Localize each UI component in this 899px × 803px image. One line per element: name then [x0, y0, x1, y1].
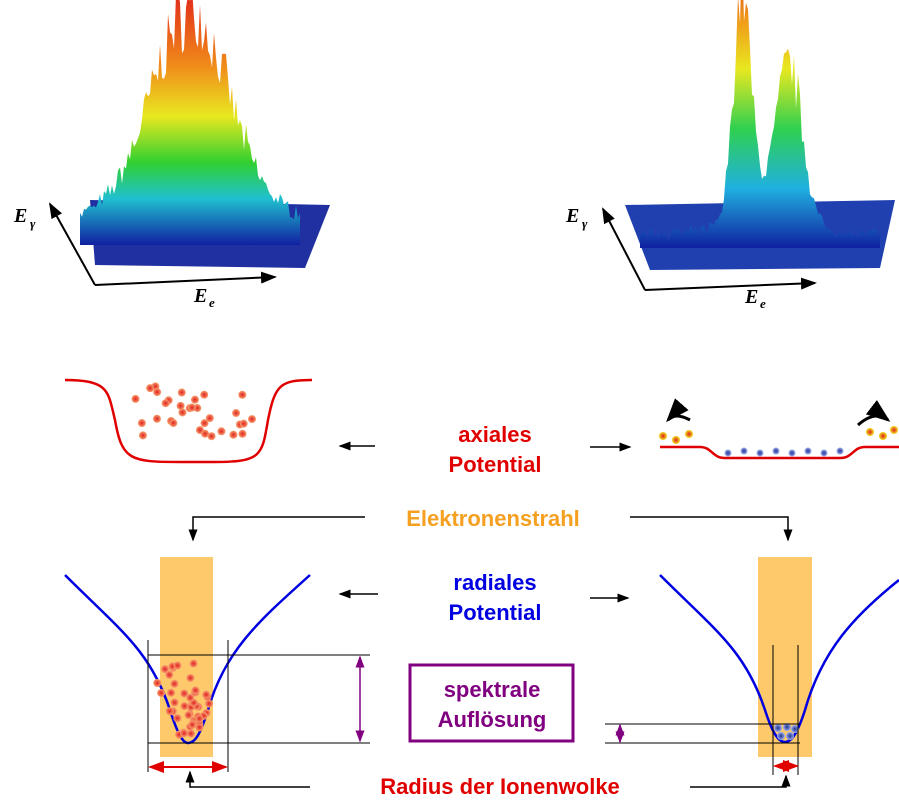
axial-potential-curve: [660, 447, 899, 458]
axis-label: E: [13, 205, 27, 227]
ion: [169, 419, 177, 427]
ion: [229, 431, 237, 439]
arrow: [630, 517, 788, 540]
ion: [192, 686, 200, 694]
ion: [773, 448, 780, 455]
label: Radius der Ionenwolke: [380, 774, 620, 799]
ion: [789, 450, 796, 457]
ion: [167, 689, 175, 697]
axis: [645, 283, 815, 290]
ion: [821, 450, 828, 457]
ion: [786, 732, 794, 740]
axis-subscript: γ: [30, 216, 36, 231]
ion: [153, 388, 161, 396]
ion: [153, 415, 161, 423]
ion: [191, 396, 199, 404]
label: Auflösung: [438, 707, 547, 732]
label: axiales: [458, 422, 531, 447]
ion: [890, 426, 898, 434]
ion: [208, 432, 216, 440]
axis-label: E: [744, 286, 758, 308]
ion: [217, 427, 225, 435]
ion: [188, 721, 196, 729]
ion: [201, 419, 209, 427]
axis-subscript: γ: [582, 216, 588, 231]
ion: [685, 430, 693, 438]
ion: [248, 415, 256, 423]
ion: [238, 391, 246, 399]
arrow: [190, 772, 310, 787]
escape-arrow: [668, 416, 690, 420]
axis-label: E: [565, 205, 579, 227]
ion: [202, 691, 210, 699]
axis: [95, 277, 275, 285]
ion: [171, 699, 179, 707]
label: Elektronenstrahl: [406, 506, 580, 531]
label: Potential: [449, 600, 542, 625]
ion: [180, 729, 188, 737]
ion: [157, 689, 165, 697]
ion: [741, 448, 748, 455]
ion: [166, 707, 174, 715]
ion: [240, 420, 248, 428]
ion: [757, 450, 764, 457]
ion: [805, 448, 812, 455]
ion: [190, 660, 198, 668]
ion: [170, 680, 178, 688]
diagram: E γ E e E γ E e axiales Potential Elektr…: [0, 0, 899, 803]
ion: [672, 436, 680, 444]
ion: [162, 399, 170, 407]
ion: [725, 450, 732, 457]
ion: [200, 391, 208, 399]
ion: [173, 661, 181, 669]
ion: [205, 700, 213, 708]
ion: [153, 679, 161, 687]
ion: [178, 408, 186, 416]
ion: [866, 428, 874, 436]
ion: [187, 730, 195, 738]
ion: [195, 723, 203, 731]
arrow: [193, 517, 365, 540]
ion: [146, 384, 154, 392]
axis-subscript: e: [209, 295, 215, 310]
ion: [777, 732, 785, 740]
arrow: [690, 776, 786, 787]
ion: [659, 432, 667, 440]
ion: [186, 674, 194, 682]
ion: [139, 431, 147, 439]
ion: [173, 714, 181, 722]
axial-potential-curve: [65, 380, 312, 462]
axis-label: E: [193, 285, 207, 307]
escape-arrow: [858, 416, 888, 425]
label: spektrale: [444, 677, 541, 702]
ion: [195, 715, 203, 723]
ion: [178, 389, 186, 397]
ion: [232, 409, 240, 417]
ion-cloud: [132, 382, 256, 440]
label: Potential: [449, 452, 542, 477]
ion: [774, 724, 782, 732]
ion: [165, 671, 173, 679]
ion: [185, 711, 193, 719]
ion: [188, 404, 196, 412]
ion: [239, 430, 247, 438]
ion: [138, 419, 146, 427]
label: radiales: [453, 570, 536, 595]
axis-subscript: e: [760, 296, 766, 311]
ion: [132, 395, 140, 403]
ion: [837, 448, 844, 455]
ion-cloud: [659, 426, 898, 457]
ion: [196, 426, 204, 434]
ion: [181, 702, 189, 710]
surface-plot: [80, 0, 300, 245]
ion: [879, 432, 887, 440]
